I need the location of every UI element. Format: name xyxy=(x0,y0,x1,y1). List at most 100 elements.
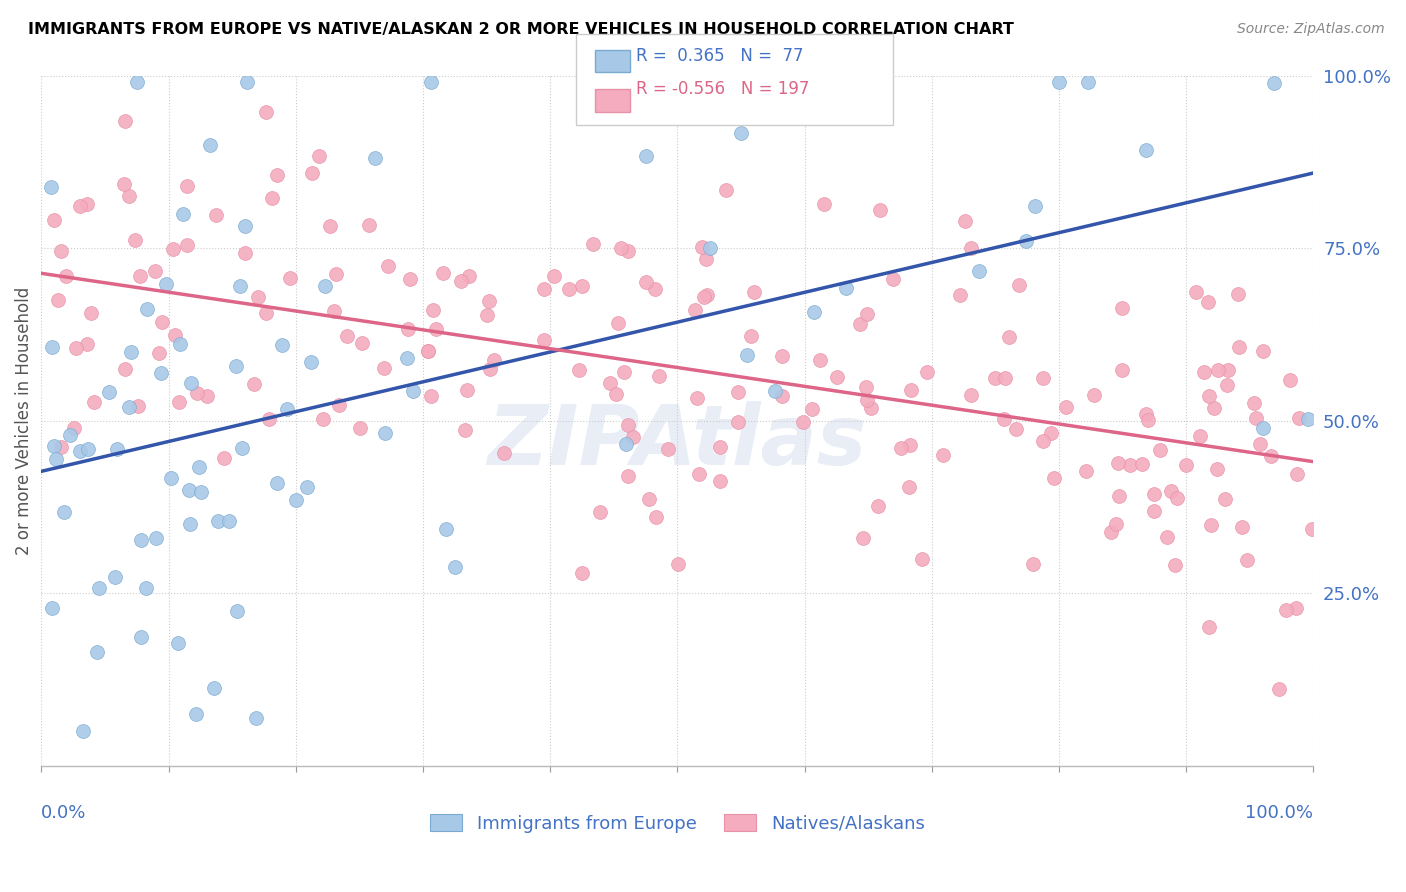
Point xyxy=(1160,483,1182,498)
Point xyxy=(1166,491,1188,505)
Point xyxy=(105,442,128,457)
Point xyxy=(1279,373,1302,387)
Point xyxy=(179,516,201,531)
Point xyxy=(231,442,253,456)
Text: ZIPAtlas: ZIPAtlas xyxy=(488,401,868,482)
Point xyxy=(571,279,593,293)
Point xyxy=(1137,412,1160,426)
Point xyxy=(568,363,591,377)
Point xyxy=(176,179,198,194)
Point xyxy=(76,196,98,211)
Point xyxy=(1296,412,1319,426)
Point xyxy=(856,392,879,407)
Point xyxy=(266,168,288,182)
Point xyxy=(1199,518,1222,533)
Point xyxy=(1032,371,1054,385)
Text: IMMIGRANTS FROM EUROPE VS NATIVE/ALASKAN 2 OR MORE VEHICLES IN HOUSEHOLD CORRELA: IMMIGRANTS FROM EUROPE VS NATIVE/ALASKAN… xyxy=(28,22,1014,37)
Point xyxy=(478,293,501,308)
Point xyxy=(167,394,190,409)
Point xyxy=(1285,601,1308,615)
Point xyxy=(478,361,501,376)
Point xyxy=(1005,422,1028,436)
Point xyxy=(186,385,208,400)
Point xyxy=(696,288,718,302)
Point xyxy=(477,309,499,323)
Point xyxy=(1185,285,1208,299)
Point xyxy=(1008,277,1031,292)
Point xyxy=(897,480,920,494)
Point xyxy=(984,370,1007,384)
Point xyxy=(166,636,188,650)
Point xyxy=(1218,362,1240,376)
Point xyxy=(49,441,72,455)
Point xyxy=(1163,558,1185,572)
Point xyxy=(44,213,66,227)
Point xyxy=(1108,489,1130,503)
Point xyxy=(1022,557,1045,571)
Point xyxy=(765,384,787,399)
Point xyxy=(993,412,1015,426)
Point xyxy=(770,349,793,363)
Point xyxy=(254,306,277,320)
Point xyxy=(79,306,101,320)
Point xyxy=(172,207,194,221)
Point xyxy=(129,630,152,644)
Point xyxy=(295,480,318,494)
Point xyxy=(456,383,478,397)
Point xyxy=(1268,681,1291,696)
Point xyxy=(266,475,288,490)
Point xyxy=(72,724,94,739)
Point xyxy=(120,345,142,359)
Point xyxy=(233,246,256,260)
Point xyxy=(98,385,121,400)
Point xyxy=(582,236,605,251)
Point xyxy=(1143,487,1166,501)
Point xyxy=(900,384,922,398)
Point xyxy=(714,183,737,197)
Point xyxy=(180,376,202,391)
Point xyxy=(1263,76,1285,90)
Point xyxy=(212,451,235,466)
Point xyxy=(494,446,516,460)
Point xyxy=(1047,75,1070,89)
Point xyxy=(425,322,447,336)
Point xyxy=(299,354,322,368)
Point xyxy=(416,344,439,359)
Point xyxy=(52,505,75,519)
Point xyxy=(1301,522,1323,536)
Point xyxy=(1251,344,1274,359)
Point xyxy=(374,425,396,440)
Point xyxy=(953,214,976,228)
Point xyxy=(835,281,858,295)
Point xyxy=(1135,407,1157,421)
Point xyxy=(742,285,765,299)
Point xyxy=(1105,517,1128,532)
Point xyxy=(450,274,472,288)
Point xyxy=(243,377,266,392)
Point xyxy=(45,451,67,466)
Point xyxy=(931,448,953,462)
Point xyxy=(616,418,638,433)
Point xyxy=(949,287,972,301)
Point xyxy=(218,514,240,528)
Point xyxy=(849,317,872,331)
Point xyxy=(457,269,479,284)
Point xyxy=(869,202,891,217)
Point xyxy=(1111,363,1133,377)
Point xyxy=(359,218,381,232)
Point xyxy=(259,411,281,425)
Point xyxy=(39,179,62,194)
Point xyxy=(41,600,63,615)
Text: 100.0%: 100.0% xyxy=(1246,804,1313,822)
Point xyxy=(1039,425,1062,440)
Point xyxy=(1288,410,1310,425)
Point xyxy=(1202,401,1225,415)
Point xyxy=(960,388,983,402)
Point xyxy=(571,566,593,580)
Text: R = -0.556   N = 197: R = -0.556 N = 197 xyxy=(636,80,808,98)
Point xyxy=(86,645,108,659)
Point xyxy=(557,282,579,296)
Point xyxy=(810,353,832,368)
Point xyxy=(148,346,170,360)
Point xyxy=(83,394,105,409)
